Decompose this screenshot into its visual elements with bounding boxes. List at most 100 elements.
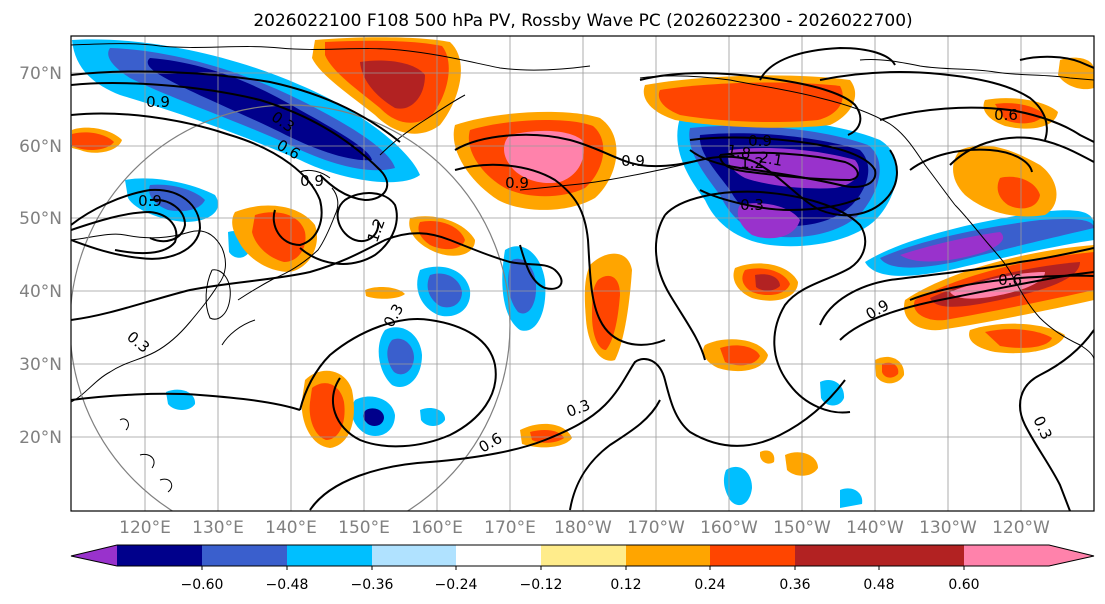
positive-anomaly-area: [760, 450, 775, 464]
colorbar-segment: [202, 545, 287, 566]
lon-label: 160°W: [700, 518, 758, 538]
pv-contour-line: [654, 214, 706, 361]
colorbar-extend-low: [71, 545, 117, 566]
positive-anomaly-peak: [755, 274, 780, 291]
coastline-pacific-islands: [119, 418, 173, 493]
negative-anomaly-core: [427, 273, 462, 308]
colorbar-tick-label: −0.48: [266, 577, 309, 593]
pv-contour-line: [71, 392, 301, 411]
positive-anomaly-core: [985, 329, 1052, 348]
lon-label: 160°E: [411, 518, 463, 538]
positive-anomaly-core: [530, 430, 564, 443]
pv-contour-line: [309, 358, 846, 511]
colorbar-tick-label: 0.60: [948, 577, 979, 593]
pv-contour-line: [71, 232, 563, 321]
lon-label: 130°E: [192, 518, 244, 538]
negative-anomaly-core: [363, 408, 384, 426]
pv-contour-line: [819, 71, 1048, 141]
pv-contour-line: [909, 148, 1033, 173]
lon-label: 130°W: [919, 518, 977, 538]
positive-anomaly-core: [997, 176, 1040, 209]
positive-anomaly-area: [365, 286, 405, 299]
lat-label: 20°N: [19, 428, 62, 448]
positive-anomaly-peak: [360, 60, 425, 109]
lon-label: 140°W: [846, 518, 904, 538]
coastline-north-america: [954, 204, 1094, 361]
colorbar-tick-label: −0.60: [181, 577, 224, 593]
colorbar-outline: [70, 544, 1095, 567]
pv-contour-line: [454, 163, 666, 346]
pv-contour-line: [689, 136, 877, 188]
colorbar-tick-label: 0.12: [610, 577, 641, 593]
lat-label: 30°N: [19, 355, 62, 375]
colorbar-tick-label: −0.36: [351, 577, 394, 593]
contour-label: 0.9: [138, 192, 162, 210]
negative-anomaly-area: [840, 488, 863, 508]
colorbar-segment: [117, 545, 202, 566]
contour-label: 1.2: [740, 154, 764, 172]
positive-anomaly-core: [995, 103, 1044, 124]
longitude-labels: 120°E 130°E 140°E 150°E 160°E 170°E 180°…: [119, 518, 1050, 538]
colorbar-segment: [626, 545, 710, 566]
colorbar-segment: [879, 545, 964, 566]
contour-label: 0.6: [998, 271, 1022, 289]
pv-contour-line: [299, 192, 398, 265]
coastlines: [71, 43, 1094, 493]
pv-contour-line: [839, 271, 1094, 341]
coastline-arctic: [859, 59, 1094, 81]
negative-anomaly-area: [723, 466, 752, 506]
positive-anomaly-peak: [504, 130, 584, 184]
pv-contour-line: [454, 133, 898, 217]
colorbar: −0.60 −0.48 −0.36 −0.24 −0.12 0.12 0.24 …: [70, 544, 1095, 593]
colorbar-tick-label: −0.24: [435, 577, 478, 593]
coastline-aleutians: [519, 159, 701, 191]
lon-label: 180°W: [554, 518, 612, 538]
map-panel: 0.9 0.3 0.6 0.9 0.9 1.2 0.9 0.9 0.9 1.8 …: [70, 35, 1095, 512]
pv-contour-line: [699, 189, 861, 212]
negative-anomaly-peak: [737, 203, 800, 239]
pv-contours: [71, 46, 1094, 511]
domain-circle: [71, 104, 511, 511]
contour-label: 0.9: [146, 93, 170, 111]
negative-anomaly-area: [420, 408, 446, 426]
colorbar-tick-label: −0.12: [520, 577, 563, 593]
colorbar-segment: [795, 545, 879, 566]
contour-label: 0.3: [740, 196, 764, 214]
lon-label: 120°E: [119, 518, 171, 538]
lon-label: 170°E: [484, 518, 536, 538]
contour-label: 0.9: [621, 152, 645, 170]
latitude-labels: 70°N 60°N 50°N 40°N 30°N 20°N: [19, 64, 62, 448]
pv-contour-line: [819, 247, 1094, 326]
lat-label: 50°N: [19, 209, 62, 229]
colorbar-tick-label: 0.24: [694, 577, 725, 593]
colorbar-tick-label: 0.36: [779, 577, 810, 593]
pv-contour-line: [759, 46, 896, 81]
colorbar-segment: [372, 545, 456, 566]
coastline-korea: [205, 269, 231, 320]
colorbar-extend-high: [1049, 545, 1094, 566]
contour-label: 0.9: [300, 172, 324, 190]
colorbar-tick-label: 0.48: [863, 577, 894, 593]
coastline-siberia: [71, 43, 591, 71]
negative-anomaly-core: [147, 58, 372, 161]
positive-anomaly-core: [309, 383, 345, 440]
pv-contour-line: [719, 151, 859, 182]
colorbar-segment: [456, 545, 541, 566]
pv-contour-line: [71, 112, 323, 247]
negative-anomaly-area: [820, 379, 845, 406]
contour-label: 0.9: [505, 174, 529, 192]
lon-label: 150°W: [773, 518, 831, 538]
pv-contour-line: [639, 72, 862, 136]
pv-contour-line: [1019, 329, 1094, 511]
contour-label: 1.8: [726, 141, 753, 163]
lon-label: 150°E: [338, 518, 390, 538]
pv-contour-line: [71, 188, 202, 260]
pv-contour-line: [71, 210, 178, 255]
colorbar-segment: [287, 545, 372, 566]
colorbar-segment: [710, 545, 795, 566]
pv-contour-line: [909, 274, 1094, 301]
positive-anomaly-core: [592, 275, 620, 350]
figure-title: 2026022100 F108 500 hPa PV, Rossby Wave …: [253, 11, 912, 31]
contour-label: 0.9: [748, 132, 772, 150]
pv-contour-line: [664, 190, 867, 414]
